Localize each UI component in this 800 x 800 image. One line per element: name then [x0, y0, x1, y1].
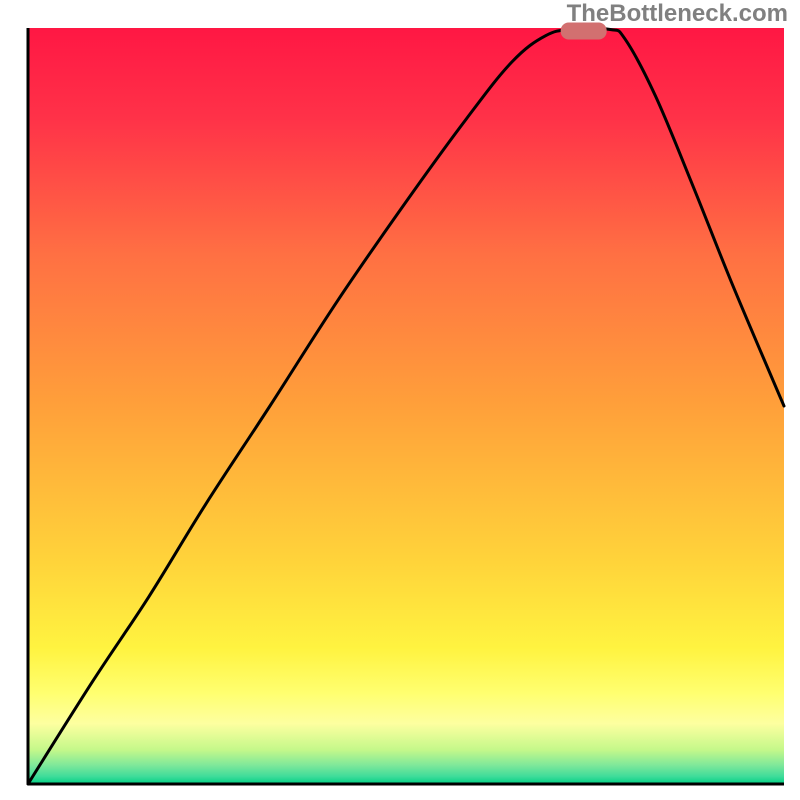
watermark-text: TheBottleneck.com: [567, 0, 788, 28]
chart-svg: [0, 0, 800, 800]
chart-container: TheBottleneck.com: [0, 0, 800, 800]
